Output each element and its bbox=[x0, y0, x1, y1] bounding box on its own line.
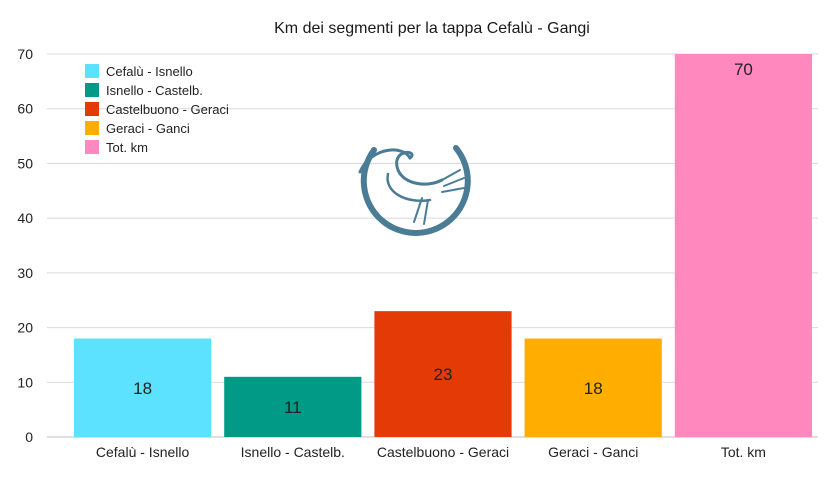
y-axis-ticks: 0 10 20 30 40 50 60 70 bbox=[17, 46, 33, 445]
heron-logo-icon bbox=[358, 145, 471, 236]
y-tick-label: 30 bbox=[17, 265, 33, 281]
legend-entry: Tot. km bbox=[106, 140, 148, 155]
legend-entry: Isnello - Castelb. bbox=[106, 83, 203, 98]
legend-swatch bbox=[85, 64, 99, 78]
bar bbox=[74, 338, 212, 437]
bar bbox=[224, 376, 362, 437]
x-category-label: Isnello - Castelb. bbox=[241, 444, 345, 460]
x-category-label: Cefalù - Isnello bbox=[96, 444, 190, 460]
data-label: 23 bbox=[434, 365, 453, 384]
y-tick-label: 0 bbox=[25, 429, 33, 445]
legend: Cefalù - Isnello Isnello - Castelb. Castel… bbox=[85, 64, 229, 155]
data-label: 18 bbox=[584, 379, 603, 398]
data-label: 18 bbox=[133, 379, 152, 398]
legend-entry: Geraci - Ganci bbox=[106, 121, 190, 136]
bar bbox=[674, 54, 812, 437]
legend-entry: Castelbuono - Geraci bbox=[106, 102, 229, 117]
x-category-label: Tot. km bbox=[721, 444, 766, 460]
bars bbox=[74, 54, 812, 437]
data-labels: 18 11 23 18 70 bbox=[133, 60, 753, 417]
y-tick-label: 10 bbox=[17, 374, 33, 390]
x-axis-categories: Cefalù - Isnello Isnello - Castelb. Castel… bbox=[96, 444, 766, 460]
legend-swatch bbox=[85, 102, 99, 116]
data-label: 11 bbox=[284, 398, 302, 417]
legend-entry: Cefalù - Isnello bbox=[106, 64, 193, 79]
legend-swatch bbox=[85, 83, 99, 97]
legend-swatch bbox=[85, 121, 99, 135]
bar bbox=[524, 338, 662, 437]
bar bbox=[374, 311, 512, 437]
y-tick-label: 70 bbox=[17, 46, 33, 62]
y-tick-label: 40 bbox=[17, 210, 33, 226]
legend-swatch bbox=[85, 140, 99, 154]
y-tick-label: 50 bbox=[17, 155, 33, 171]
x-category-label: Geraci - Ganci bbox=[548, 444, 638, 460]
y-tick-label: 20 bbox=[17, 320, 33, 336]
x-category-label: Castelbuono - Geraci bbox=[377, 444, 509, 460]
data-label: 70 bbox=[734, 60, 753, 79]
chart-title: Km dei segmenti per la tappa Cefalù - Ga… bbox=[274, 20, 590, 37]
y-tick-label: 60 bbox=[17, 101, 33, 117]
